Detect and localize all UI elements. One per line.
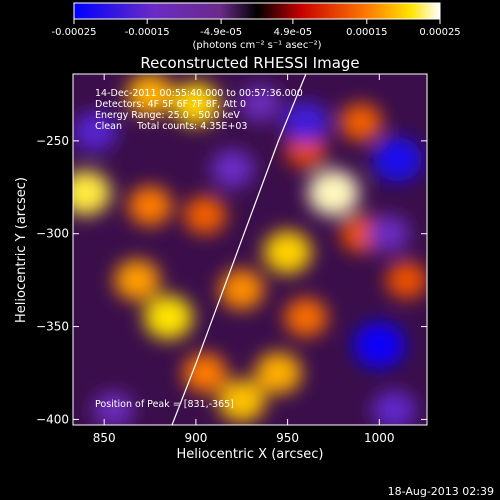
footer-date: 18-Aug-2013 02:39	[387, 485, 494, 498]
x-tick-label: 850	[93, 431, 116, 445]
heatmap-blob-18	[372, 137, 423, 182]
heatmap-blob-22	[92, 391, 135, 425]
colorbar-ticks: -0.00025 -0.00015 -4.9e-05 4.9e-05 0.00015 0.…	[52, 19, 461, 38]
chart-title: Reconstructed RHESSI Image	[140, 54, 359, 72]
y-tick-label: −300	[36, 227, 69, 241]
heatmap-blob-13	[255, 352, 302, 394]
heatmap-blob-25	[367, 214, 410, 253]
heatmap-blob-17	[386, 261, 427, 299]
heatmap-blob-8	[263, 230, 312, 274]
heatmap-blob-0	[171, 82, 220, 126]
annotation-energy: Energy Range: 25.0 - 50.0 keV	[95, 110, 240, 121]
heatmap-blob-20	[353, 322, 405, 369]
heatmap-blob-21	[371, 390, 416, 425]
heatmap-blob-2	[73, 170, 111, 216]
heatmap-blob-24	[73, 111, 118, 152]
x-axis-ticks: 850 900 950 1000	[93, 74, 395, 445]
colorbar-tick-label: -4.9e-05	[200, 27, 242, 38]
colorbar-tick-label: -0.00025	[52, 27, 97, 38]
heatmap-blob-16	[339, 103, 383, 142]
heatmap-blob-26	[239, 84, 281, 123]
y-tick-label: −400	[36, 412, 69, 426]
peak-position-label: Position of Peak = [831,-365]	[95, 399, 234, 410]
heatmap-blob-9	[284, 297, 328, 337]
x-tick-label: 1000	[364, 431, 395, 445]
y-axis-ticks: −400 −350 −300 −250	[36, 134, 427, 426]
heatmap-blob-19	[282, 101, 330, 144]
heatmap-blob-5	[114, 259, 160, 301]
colorbar	[73, 2, 441, 20]
colorbar-tick-label: -0.00015	[125, 27, 170, 38]
heatmap-blob-4	[183, 196, 227, 235]
annotation-time: 14-Dec-2011 00:55:40.000 to 00:57:36.000	[95, 88, 303, 99]
plot-frame	[72, 73, 428, 426]
heatmap-blob-10	[307, 169, 360, 216]
heatmap-blob-23	[210, 149, 255, 189]
x-tick-label: 950	[276, 431, 299, 445]
y-axis-label: Heliocentric Y (arcsec)	[14, 177, 29, 323]
colorbar-tick-label: 0.00015	[346, 27, 387, 38]
heatmap-blob-6	[143, 295, 193, 340]
heatmap-blob-1	[126, 74, 174, 116]
heatmap-blob-3	[128, 186, 173, 226]
heatmap	[73, 74, 427, 425]
x-tick-label: 900	[184, 431, 207, 445]
heatmap-blob-14	[218, 379, 266, 423]
annotation-clean-counts: Clean Total counts: 4.35E+03	[95, 121, 247, 132]
heatmap-blob-15	[183, 353, 228, 393]
heatmap-blob-7	[219, 269, 265, 310]
y-tick-label: −350	[36, 320, 69, 334]
x-axis-label: Heliocentric X (arcsec)	[177, 447, 324, 462]
colorbar-units: (photons cm⁻² s⁻¹ asec⁻²)	[192, 40, 321, 51]
y-tick-label: −250	[36, 134, 69, 148]
annotation-detectors: Detectors: 4F 5F 6F 7F 8F, Att 0	[95, 99, 246, 110]
colorbar-tick-label: 4.9e-05	[274, 27, 312, 38]
solar-limb-curve	[171, 74, 307, 425]
colorbar-tick-label: 0.00025	[419, 27, 460, 38]
